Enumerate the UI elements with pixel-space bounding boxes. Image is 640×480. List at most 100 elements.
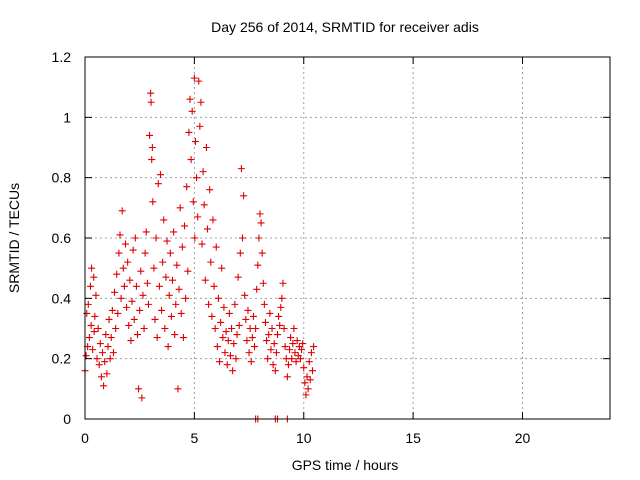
data-point [142, 228, 150, 236]
data-point [128, 297, 136, 305]
data-point [197, 98, 205, 106]
data-point [301, 379, 309, 387]
data-point [162, 273, 170, 281]
data-point [224, 337, 232, 345]
data-point [223, 361, 231, 369]
data-point [196, 122, 204, 130]
data-point [131, 234, 139, 242]
data-point [186, 95, 194, 103]
data-point [152, 234, 160, 242]
chart-title: Day 256 of 2014, SRMTID for receiver adi… [211, 19, 479, 35]
data-point [154, 180, 162, 188]
y-tick-label: 0.4 [52, 290, 72, 306]
data-point [169, 276, 176, 284]
data-point [173, 261, 181, 269]
data-point [113, 270, 121, 278]
data-point [198, 240, 206, 248]
data-point [293, 337, 301, 345]
y-axis: 0 0.2 0.4 0.6 0.8 1 1.2 [52, 49, 610, 427]
data-point [114, 309, 122, 317]
data-point [115, 249, 123, 257]
x-tick-label: 0 [81, 430, 89, 446]
data-point [201, 276, 209, 284]
data-points [81, 74, 318, 423]
data-point [120, 282, 128, 290]
data-point [112, 325, 120, 332]
data-point [205, 300, 213, 308]
data-point [281, 343, 289, 351]
data-point [141, 249, 149, 257]
data-point [176, 204, 184, 212]
data-point [100, 382, 108, 390]
data-point [174, 385, 182, 393]
data-point [88, 264, 96, 272]
data-point [102, 331, 110, 339]
data-point [194, 213, 202, 221]
data-point [304, 385, 312, 393]
data-point [265, 331, 273, 339]
data-point [139, 291, 147, 299]
data-point [183, 183, 191, 191]
data-point [302, 391, 310, 399]
data-point [296, 355, 304, 363]
data-point [288, 355, 296, 363]
x-tick-label: 5 [190, 430, 198, 446]
data-point [150, 264, 158, 272]
data-point [245, 349, 253, 357]
data-point [252, 325, 260, 332]
data-point [292, 358, 300, 366]
data-point [191, 137, 199, 145]
data-point [237, 165, 245, 173]
data-point [185, 128, 193, 136]
y-tick-label: 0.8 [52, 170, 72, 186]
data-point [170, 228, 178, 236]
data-point [159, 258, 167, 266]
data-point [132, 282, 140, 290]
y-axis-label: SRMTID / TECUs [6, 183, 22, 293]
data-point [188, 107, 196, 115]
data-point [146, 131, 154, 139]
data-point [91, 312, 99, 320]
data-point [225, 309, 233, 317]
data-point [248, 334, 256, 342]
data-point [148, 156, 156, 164]
data-point [135, 385, 143, 393]
data-point [175, 285, 183, 293]
data-point [272, 349, 280, 357]
data-point [190, 74, 198, 82]
data-point [83, 309, 91, 317]
data-point [125, 321, 133, 329]
data-point [136, 306, 144, 314]
data-point [305, 358, 313, 366]
data-point [161, 325, 169, 332]
data-point [82, 352, 90, 360]
data-point [243, 337, 251, 345]
data-point [274, 331, 281, 339]
data-point [107, 334, 115, 342]
x-axis: 0 5 10 15 20 [81, 57, 530, 446]
data-point [158, 306, 166, 314]
data-point [99, 349, 106, 357]
data-point [177, 309, 185, 317]
data-point [299, 340, 307, 348]
data-point [259, 279, 267, 287]
data-point [202, 144, 210, 151]
data-point [240, 192, 248, 200]
data-point [123, 303, 131, 311]
data-point [105, 315, 113, 323]
data-point [300, 364, 308, 372]
data-point [278, 294, 286, 302]
data-point [130, 315, 138, 323]
data-point [108, 306, 116, 314]
data-point [280, 325, 288, 332]
data-point [137, 267, 145, 275]
data-point [207, 258, 215, 266]
data-point [222, 328, 230, 336]
data-point [210, 282, 218, 290]
data-point [92, 291, 100, 299]
data-point [258, 249, 266, 257]
data-point [291, 349, 299, 357]
data-point [303, 373, 311, 381]
data-point [94, 325, 102, 332]
data-point [134, 331, 141, 339]
